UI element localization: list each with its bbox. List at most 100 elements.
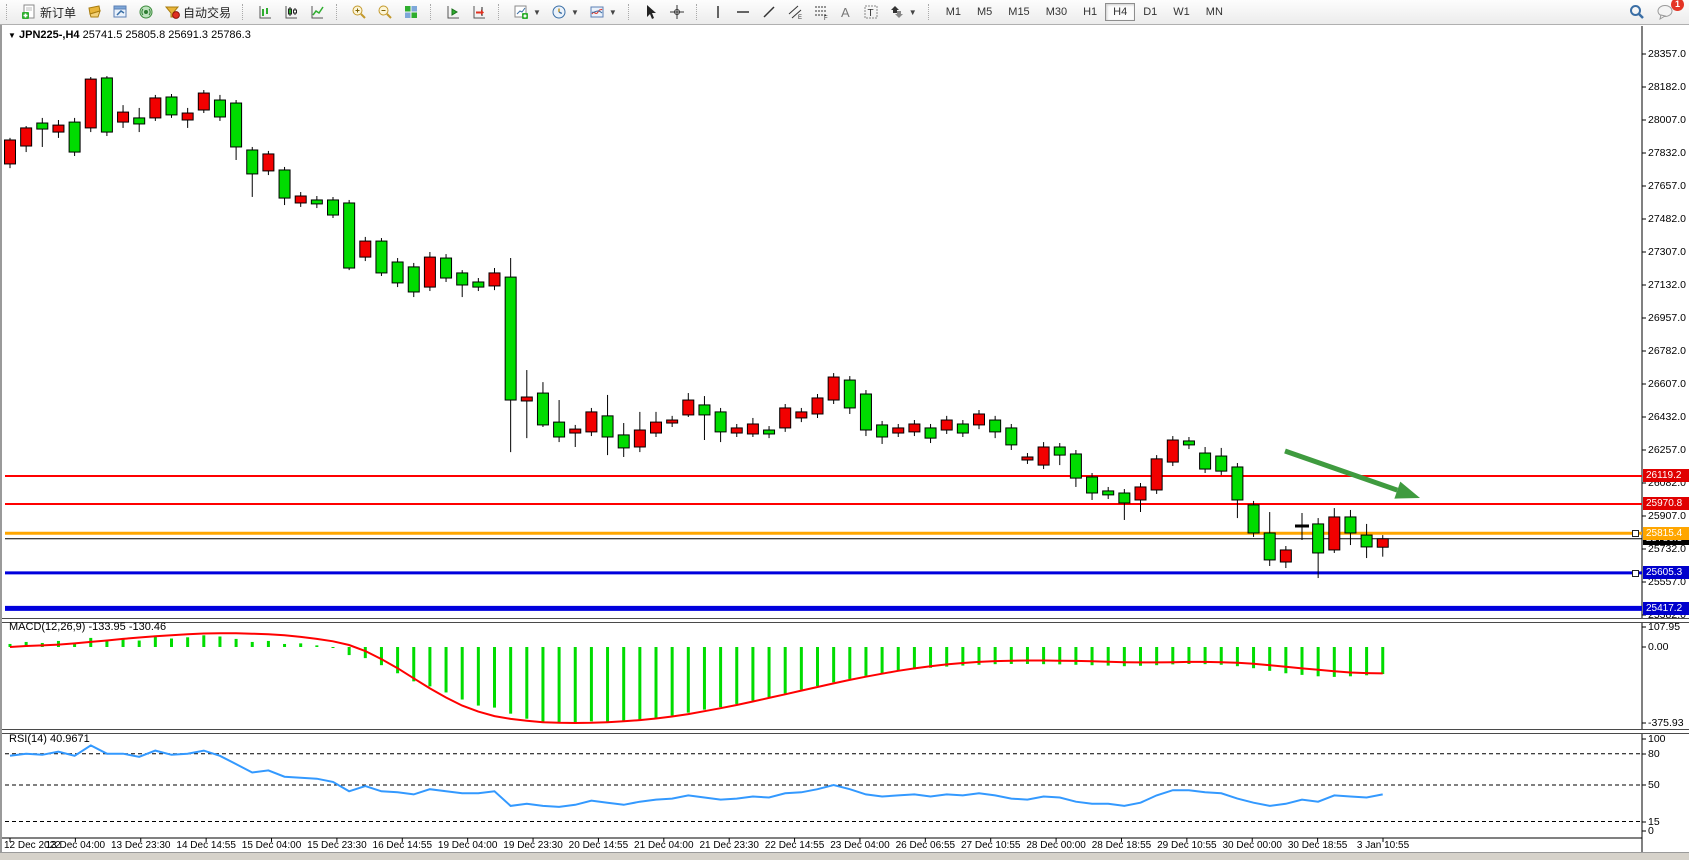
line-handle[interactable] [1632, 530, 1639, 538]
rsi-axis-label: 80 [1648, 748, 1660, 760]
timeframe-mn[interactable]: MN [1205, 6, 1223, 18]
trendline-icon [763, 6, 775, 18]
time-label: 28 Dec 18:55 [1091, 840, 1152, 851]
collapse-triangle-icon[interactable]: ▼ [8, 31, 16, 40]
crosshair-tool-button[interactable] [664, 1, 690, 23]
timeframe-d1[interactable]: D1 [1143, 6, 1158, 18]
macd-axis-label: -375.93 [1648, 717, 1684, 729]
time-label: 27 Dec 10:55 [960, 840, 1021, 851]
navigator-button[interactable] [107, 1, 133, 23]
time-label: 21 Dec 23:30 [699, 840, 759, 851]
time-label: 28 Dec 00:00 [1026, 840, 1086, 851]
window-bottom-strip[interactable] [0, 852, 1689, 860]
vertical-line-tool[interactable] [706, 1, 730, 23]
horizontal-line-tool[interactable] [730, 1, 756, 23]
zoom-out-button[interactable] [372, 1, 398, 23]
new-order-icon [22, 4, 35, 19]
horizontal-line-icon [736, 11, 749, 13]
profiles-button[interactable]: ▼ [546, 1, 584, 23]
candlestick-chart-icon [285, 6, 298, 19]
navigator-icon [113, 5, 127, 18]
timeframe-m15[interactable]: M15 [1008, 6, 1030, 18]
community-button[interactable]: 1 [1651, 0, 1684, 23]
indicators-button[interactable]: ▼ [584, 1, 622, 23]
line-chart-icon [311, 6, 324, 19]
time-label: 13 Dec 04:00 [45, 840, 106, 851]
autotrading-button[interactable]: 自动交易 [159, 1, 236, 24]
svg-text:E: E [798, 15, 802, 20]
time-label: 20 Dec 14:55 [568, 840, 629, 851]
price-axis-label: 27307.0 [1648, 246, 1686, 258]
text-icon: A [841, 5, 850, 20]
vertical-line-icon [717, 6, 719, 18]
fibonacci-icon: F [814, 6, 828, 20]
line-handle[interactable] [1632, 569, 1639, 577]
macd-pane-separator[interactable] [2, 618, 1689, 623]
chevron-down-icon: ▼ [533, 7, 541, 17]
timeframe-h1[interactable]: H1 [1083, 6, 1098, 18]
timeframe-m30[interactable]: M30 [1045, 6, 1068, 18]
text-tool[interactable]: A [834, 1, 858, 23]
new-order-button[interactable]: 新订单 [16, 1, 81, 24]
time-label: 12 Dec 2022 [4, 840, 61, 851]
zoom-in-icon [352, 5, 366, 19]
time-label: 15 Dec 04:00 [241, 840, 302, 851]
time-label: 21 Dec 04:00 [634, 840, 694, 851]
notification-badge: 1 [1671, 0, 1684, 11]
arrows-icon [890, 6, 903, 18]
time-label: 16 Dec 14:55 [372, 840, 433, 851]
tile-windows-button[interactable] [398, 1, 424, 23]
price-axis-label: 28182.0 [1648, 81, 1686, 93]
time-label: 26 Dec 06:55 [895, 840, 956, 851]
chevron-down-icon: ▼ [608, 7, 617, 17]
main-toolbar: 新订单 自动交易 ▼ ▼ [0, 0, 1689, 25]
price-axis-label: 27832.0 [1648, 147, 1686, 159]
search-button[interactable] [1623, 0, 1651, 24]
market-watch-button[interactable] [81, 1, 107, 23]
chart-shift-icon [473, 6, 486, 19]
timeframe-h4[interactable]: H4 [1105, 3, 1136, 21]
rsi-pane-separator[interactable] [2, 729, 1689, 734]
price-axis-label: 26782.0 [1648, 345, 1686, 357]
equidistant-channel-tool[interactable]: E [782, 1, 808, 23]
timeframe-m5[interactable]: M5 [977, 6, 993, 18]
time-label: 23 Dec 04:00 [830, 840, 890, 851]
cursor-tool-button[interactable] [638, 1, 664, 23]
timeframe-m1[interactable]: M1 [945, 6, 961, 18]
timeframe-w1[interactable]: W1 [1173, 6, 1190, 18]
toolbar-grip [498, 4, 504, 20]
bar-chart-button[interactable] [252, 1, 278, 23]
zoom-in-button[interactable] [346, 1, 372, 23]
price-line-box-26119.2: 26119.2 [1643, 469, 1689, 483]
time-label: 14 Dec 14:55 [176, 840, 236, 851]
arrows-tool[interactable]: ▼ [884, 1, 922, 23]
news-button[interactable] [133, 1, 159, 23]
equidistant-channel-icon: E [788, 5, 802, 20]
price-axis-label: 26607.0 [1648, 378, 1686, 390]
price-line-box-25417.2: 25417.2 [1643, 601, 1689, 615]
chart-area[interactable] [0, 25, 1689, 852]
line-chart-button[interactable] [304, 1, 330, 23]
ohlc-high: 25805.8 [125, 29, 166, 41]
price-axis-label: 25732.0 [1648, 543, 1686, 555]
new-chart-button[interactable]: ▼ [508, 1, 546, 23]
time-label: 15 Dec 23:30 [307, 840, 367, 851]
new-chart-icon [514, 5, 529, 19]
chart-left-border [0, 25, 2, 852]
new-order-label: 新订单 [40, 5, 77, 20]
trendline-tool[interactable] [756, 1, 782, 23]
macd-main-value: -133.95 [88, 621, 126, 633]
text-label-tool[interactable]: T [858, 1, 884, 23]
time-label: 30 Dec 18:55 [1287, 840, 1348, 851]
price-axis-label: 27657.0 [1648, 180, 1686, 192]
auto-scroll-button[interactable] [440, 1, 466, 23]
chart-shift-button[interactable] [466, 1, 492, 23]
fibonacci-tool[interactable]: F [808, 1, 834, 23]
indicators-icon [590, 6, 604, 18]
candlestick-chart-button[interactable] [278, 1, 304, 23]
rsi-label: RSI(14) 40.9671 [9, 733, 90, 745]
macd-axis-label: 107.95 [1648, 621, 1681, 633]
rsi-axis-label: 15 [1648, 816, 1660, 828]
clock-icon [552, 5, 566, 19]
chart-symbol-period: JPN225-,H4 [18, 29, 80, 41]
